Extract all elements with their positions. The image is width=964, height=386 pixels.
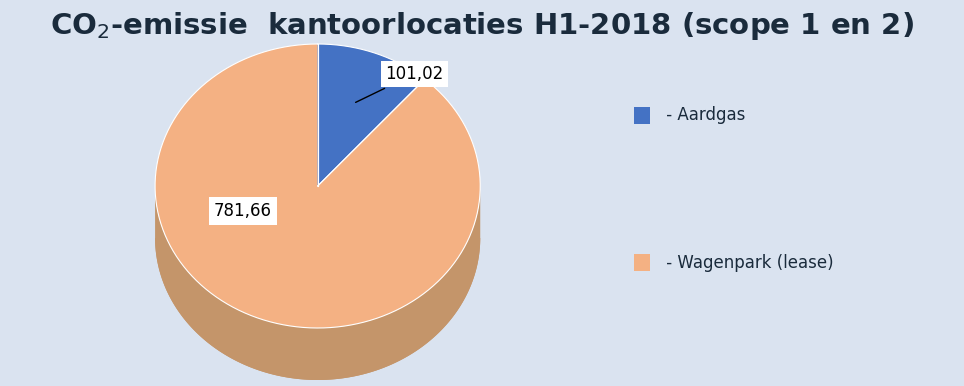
Polygon shape (155, 238, 480, 380)
Text: CO$_2$-emissie  kantoorlocaties H1-2018 (scope 1 en 2): CO$_2$-emissie kantoorlocaties H1-2018 (… (50, 10, 914, 42)
Bar (634, 254, 651, 271)
Text: - Aardgas: - Aardgas (661, 107, 745, 125)
Text: - Wagenpark (lease): - Wagenpark (lease) (661, 254, 834, 271)
Polygon shape (318, 44, 425, 186)
Polygon shape (155, 186, 480, 380)
Polygon shape (155, 44, 480, 328)
Bar (634, 107, 651, 124)
Text: 781,66: 781,66 (214, 202, 272, 220)
Text: 101,02: 101,02 (356, 65, 443, 102)
